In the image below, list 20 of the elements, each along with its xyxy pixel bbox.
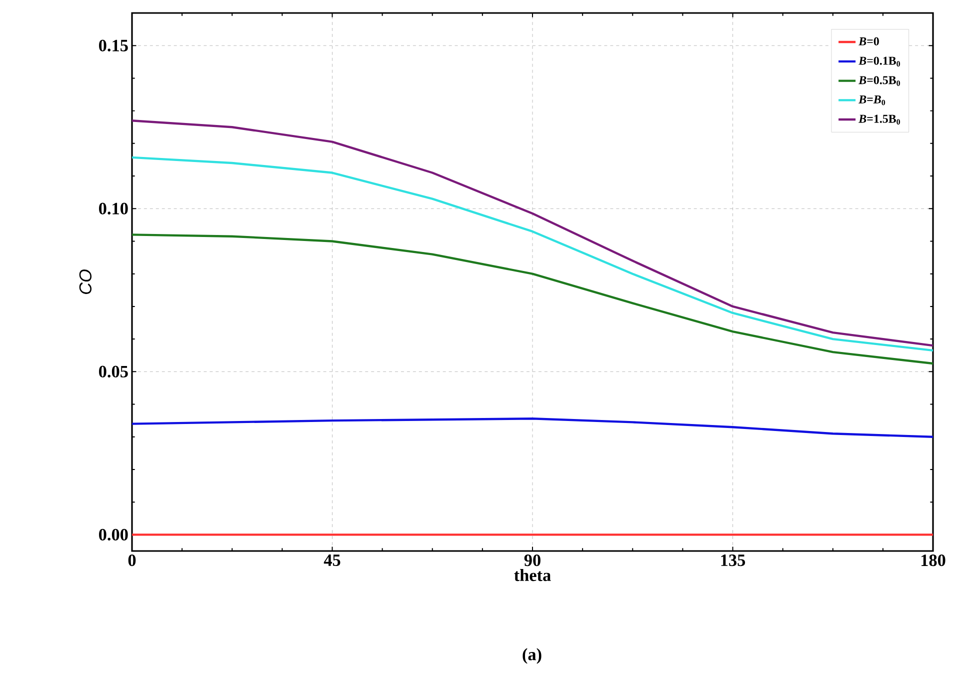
- y-tick-label: 0.00: [99, 528, 128, 541]
- x-axis-title: theta: [514, 568, 551, 582]
- y-tick-label: 0.05: [99, 366, 128, 378]
- x-tick-label: 180: [921, 554, 946, 566]
- text: (a): [522, 648, 542, 664]
- x-tick-label: 135: [721, 554, 746, 566]
- line-series: [132, 234, 934, 365]
- legend-label: B=0: [858, 37, 879, 46]
- y-tick-label: 0.15: [99, 40, 128, 52]
- x-tick-label: 45: [324, 554, 340, 566]
- legend-label: B=0.5B$_{0}$: [858, 76, 900, 86]
- legend-label: B=1.5B$_{0}$: [858, 114, 900, 125]
- legend-label: B=B$_{0}$: [858, 96, 886, 106]
- line-series: [132, 418, 934, 438]
- line-series: [132, 156, 934, 352]
- x-tick-label: 90: [524, 554, 540, 566]
- x-tick-label: 0: [128, 554, 136, 566]
- legend-label: B=0.1B$_{0}$: [858, 56, 900, 67]
- y-tick-label: 0.10: [99, 202, 128, 214]
- y-axis-title: CO: [79, 270, 92, 294]
